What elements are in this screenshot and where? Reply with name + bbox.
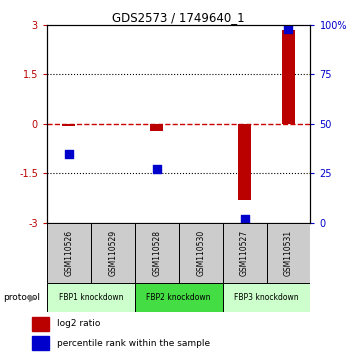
Text: percentile rank within the sample: percentile rank within the sample [57, 338, 210, 348]
Bar [179, 223, 223, 283]
Bar [62, 124, 75, 126]
Point [66, 151, 72, 156]
Point [286, 26, 291, 32]
Text: GSM110528: GSM110528 [152, 230, 161, 276]
Text: GSM110531: GSM110531 [284, 230, 293, 276]
Point [242, 216, 248, 222]
Text: FBP1 knockdown: FBP1 knockdown [58, 293, 123, 302]
Title: GDS2573 / 1749640_1: GDS2573 / 1749640_1 [112, 11, 245, 24]
Bar [266, 223, 310, 283]
Text: GSM110529: GSM110529 [108, 230, 117, 276]
Bar [150, 124, 163, 131]
Text: GSM110526: GSM110526 [64, 230, 73, 276]
Bar [223, 283, 310, 312]
Bar [238, 124, 251, 200]
Bar [223, 223, 266, 283]
Bar [135, 223, 179, 283]
Text: GSM110530: GSM110530 [196, 230, 205, 276]
Bar [47, 223, 91, 283]
Text: log2 ratio: log2 ratio [57, 319, 100, 328]
Text: FBP2 knockdown: FBP2 knockdown [147, 293, 211, 302]
Bar [32, 336, 49, 350]
Text: FBP3 knockdown: FBP3 knockdown [234, 293, 299, 302]
Bar [135, 283, 223, 312]
Bar [282, 30, 295, 124]
Bar [91, 223, 135, 283]
Text: GSM110527: GSM110527 [240, 230, 249, 276]
Text: ▶: ▶ [29, 292, 36, 302]
Bar [32, 317, 49, 331]
Point [154, 167, 160, 172]
Bar [47, 283, 135, 312]
Text: protocol: protocol [4, 293, 40, 302]
